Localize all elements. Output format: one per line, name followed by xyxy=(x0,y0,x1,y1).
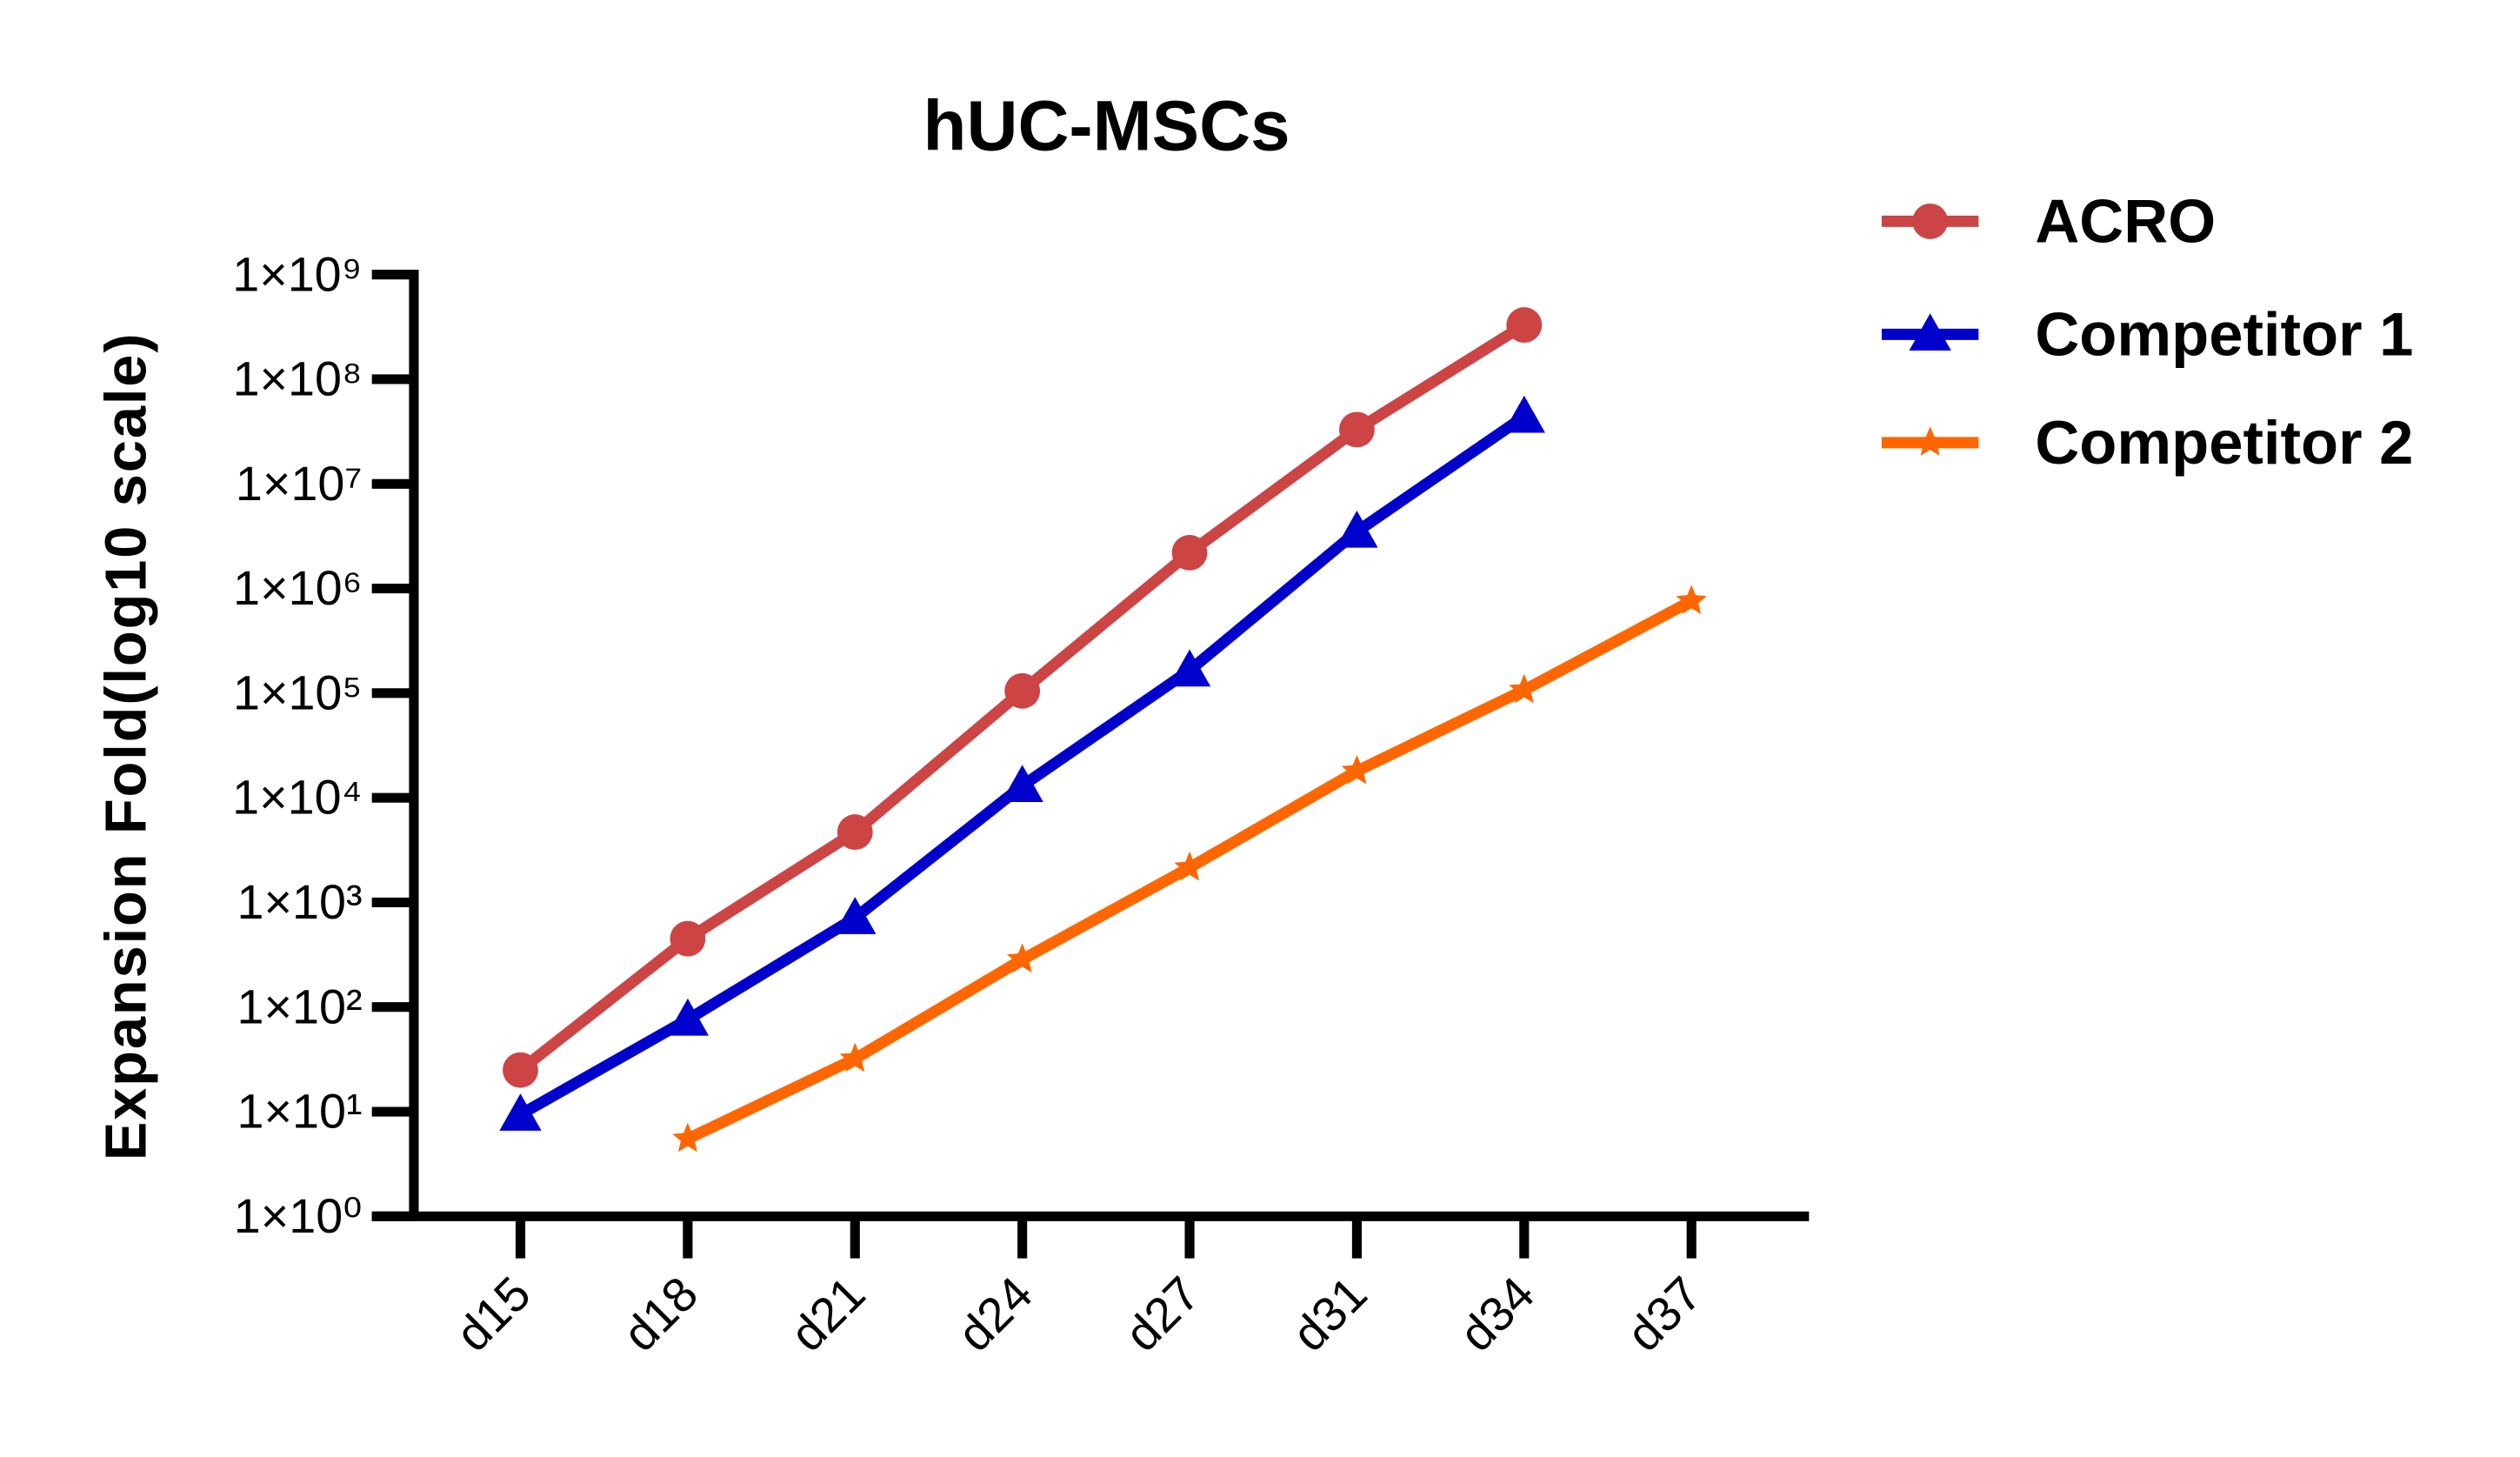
y-tick-label: 1×10¹ xyxy=(237,1085,363,1139)
data-point-competitor-1 xyxy=(499,1093,542,1131)
legend-item-competitor-2: Competitor 2 xyxy=(1881,408,2413,477)
data-point-competitor-2 xyxy=(672,1122,703,1153)
data-point-competitor-2 xyxy=(1509,673,1540,704)
data-point-acro xyxy=(837,814,873,851)
y-tick-label: 1×10⁸ xyxy=(233,352,363,406)
data-point-competitor-1 xyxy=(1001,765,1043,803)
legend-marker-triangle xyxy=(1909,313,1951,351)
data-point-competitor-1 xyxy=(1336,510,1378,548)
y-tick-label: 1×10² xyxy=(237,979,363,1033)
legend-item-competitor-1: Competitor 1 xyxy=(1881,300,2413,369)
x-tick-label: d31 xyxy=(1282,1267,1377,1362)
x-tick-label: d34 xyxy=(1450,1267,1545,1362)
y-ticks: 1×10⁰ 1×10¹ 1×10² 1×10³ 1×10⁴ 1×10⁵ 1×10⁶ 1×10⁷… xyxy=(232,247,414,1243)
data-point-competitor-1 xyxy=(1503,395,1545,433)
x-tick-label: d15 xyxy=(445,1267,541,1362)
x-tick-label: d37 xyxy=(1617,1267,1712,1362)
x-tick-label: d24 xyxy=(947,1267,1043,1362)
legend-marker-star xyxy=(1915,426,1946,456)
legend-label: ACRO xyxy=(2035,187,2216,256)
legend-label: Competitor 2 xyxy=(2035,408,2413,477)
data-point-competitor-2 xyxy=(1007,943,1038,973)
series-group xyxy=(499,307,1707,1153)
data-point-acro xyxy=(1506,307,1543,344)
y-tick-label: 1×10⁵ xyxy=(233,665,363,719)
data-point-competitor-2 xyxy=(839,1042,870,1073)
data-point-competitor-1 xyxy=(834,897,877,934)
series-acro xyxy=(503,307,1543,1088)
x-ticks: d15 d18 d21 d24 d27 d31 d34 d37 xyxy=(445,1216,1712,1362)
legend-marker-circle xyxy=(1912,203,1949,239)
legend-item-acro: ACRO xyxy=(1881,187,2216,256)
data-point-acro xyxy=(1004,672,1041,709)
data-point-competitor-2 xyxy=(1174,851,1205,881)
x-tick-label: d21 xyxy=(780,1267,876,1362)
legend: ACRO Competitor 1 Competitor 2 xyxy=(1881,187,2413,477)
y-tick-label: 1×10⁴ xyxy=(232,771,362,825)
y-tick-label: 1×10⁹ xyxy=(232,247,362,301)
axes xyxy=(371,270,1810,1221)
chart-title: hUC-MSCs xyxy=(923,87,1290,166)
y-tick-label: 1×10⁷ xyxy=(236,457,363,511)
data-point-acro xyxy=(503,1052,538,1088)
x-tick-label: d18 xyxy=(613,1267,709,1362)
y-tick-label: 1×10³ xyxy=(237,875,363,929)
data-point-acro xyxy=(1171,534,1208,571)
data-point-acro xyxy=(1338,411,1375,448)
y-tick-label: 1×10⁶ xyxy=(233,561,362,615)
data-point-competitor-2 xyxy=(1676,585,1707,614)
data-point-competitor-1 xyxy=(1168,649,1211,687)
series-competitor-2 xyxy=(672,585,1707,1153)
y-axis-label: Expansion Fold(log10 scale) xyxy=(94,332,159,1161)
legend-label: Competitor 1 xyxy=(2035,300,2413,369)
data-point-competitor-2 xyxy=(1341,754,1373,785)
data-point-acro xyxy=(670,920,706,957)
series-competitor-1 xyxy=(499,395,1545,1131)
y-tick-label: 1×10⁰ xyxy=(234,1189,363,1243)
x-tick-label: d27 xyxy=(1115,1267,1210,1362)
data-point-competitor-1 xyxy=(666,998,710,1036)
